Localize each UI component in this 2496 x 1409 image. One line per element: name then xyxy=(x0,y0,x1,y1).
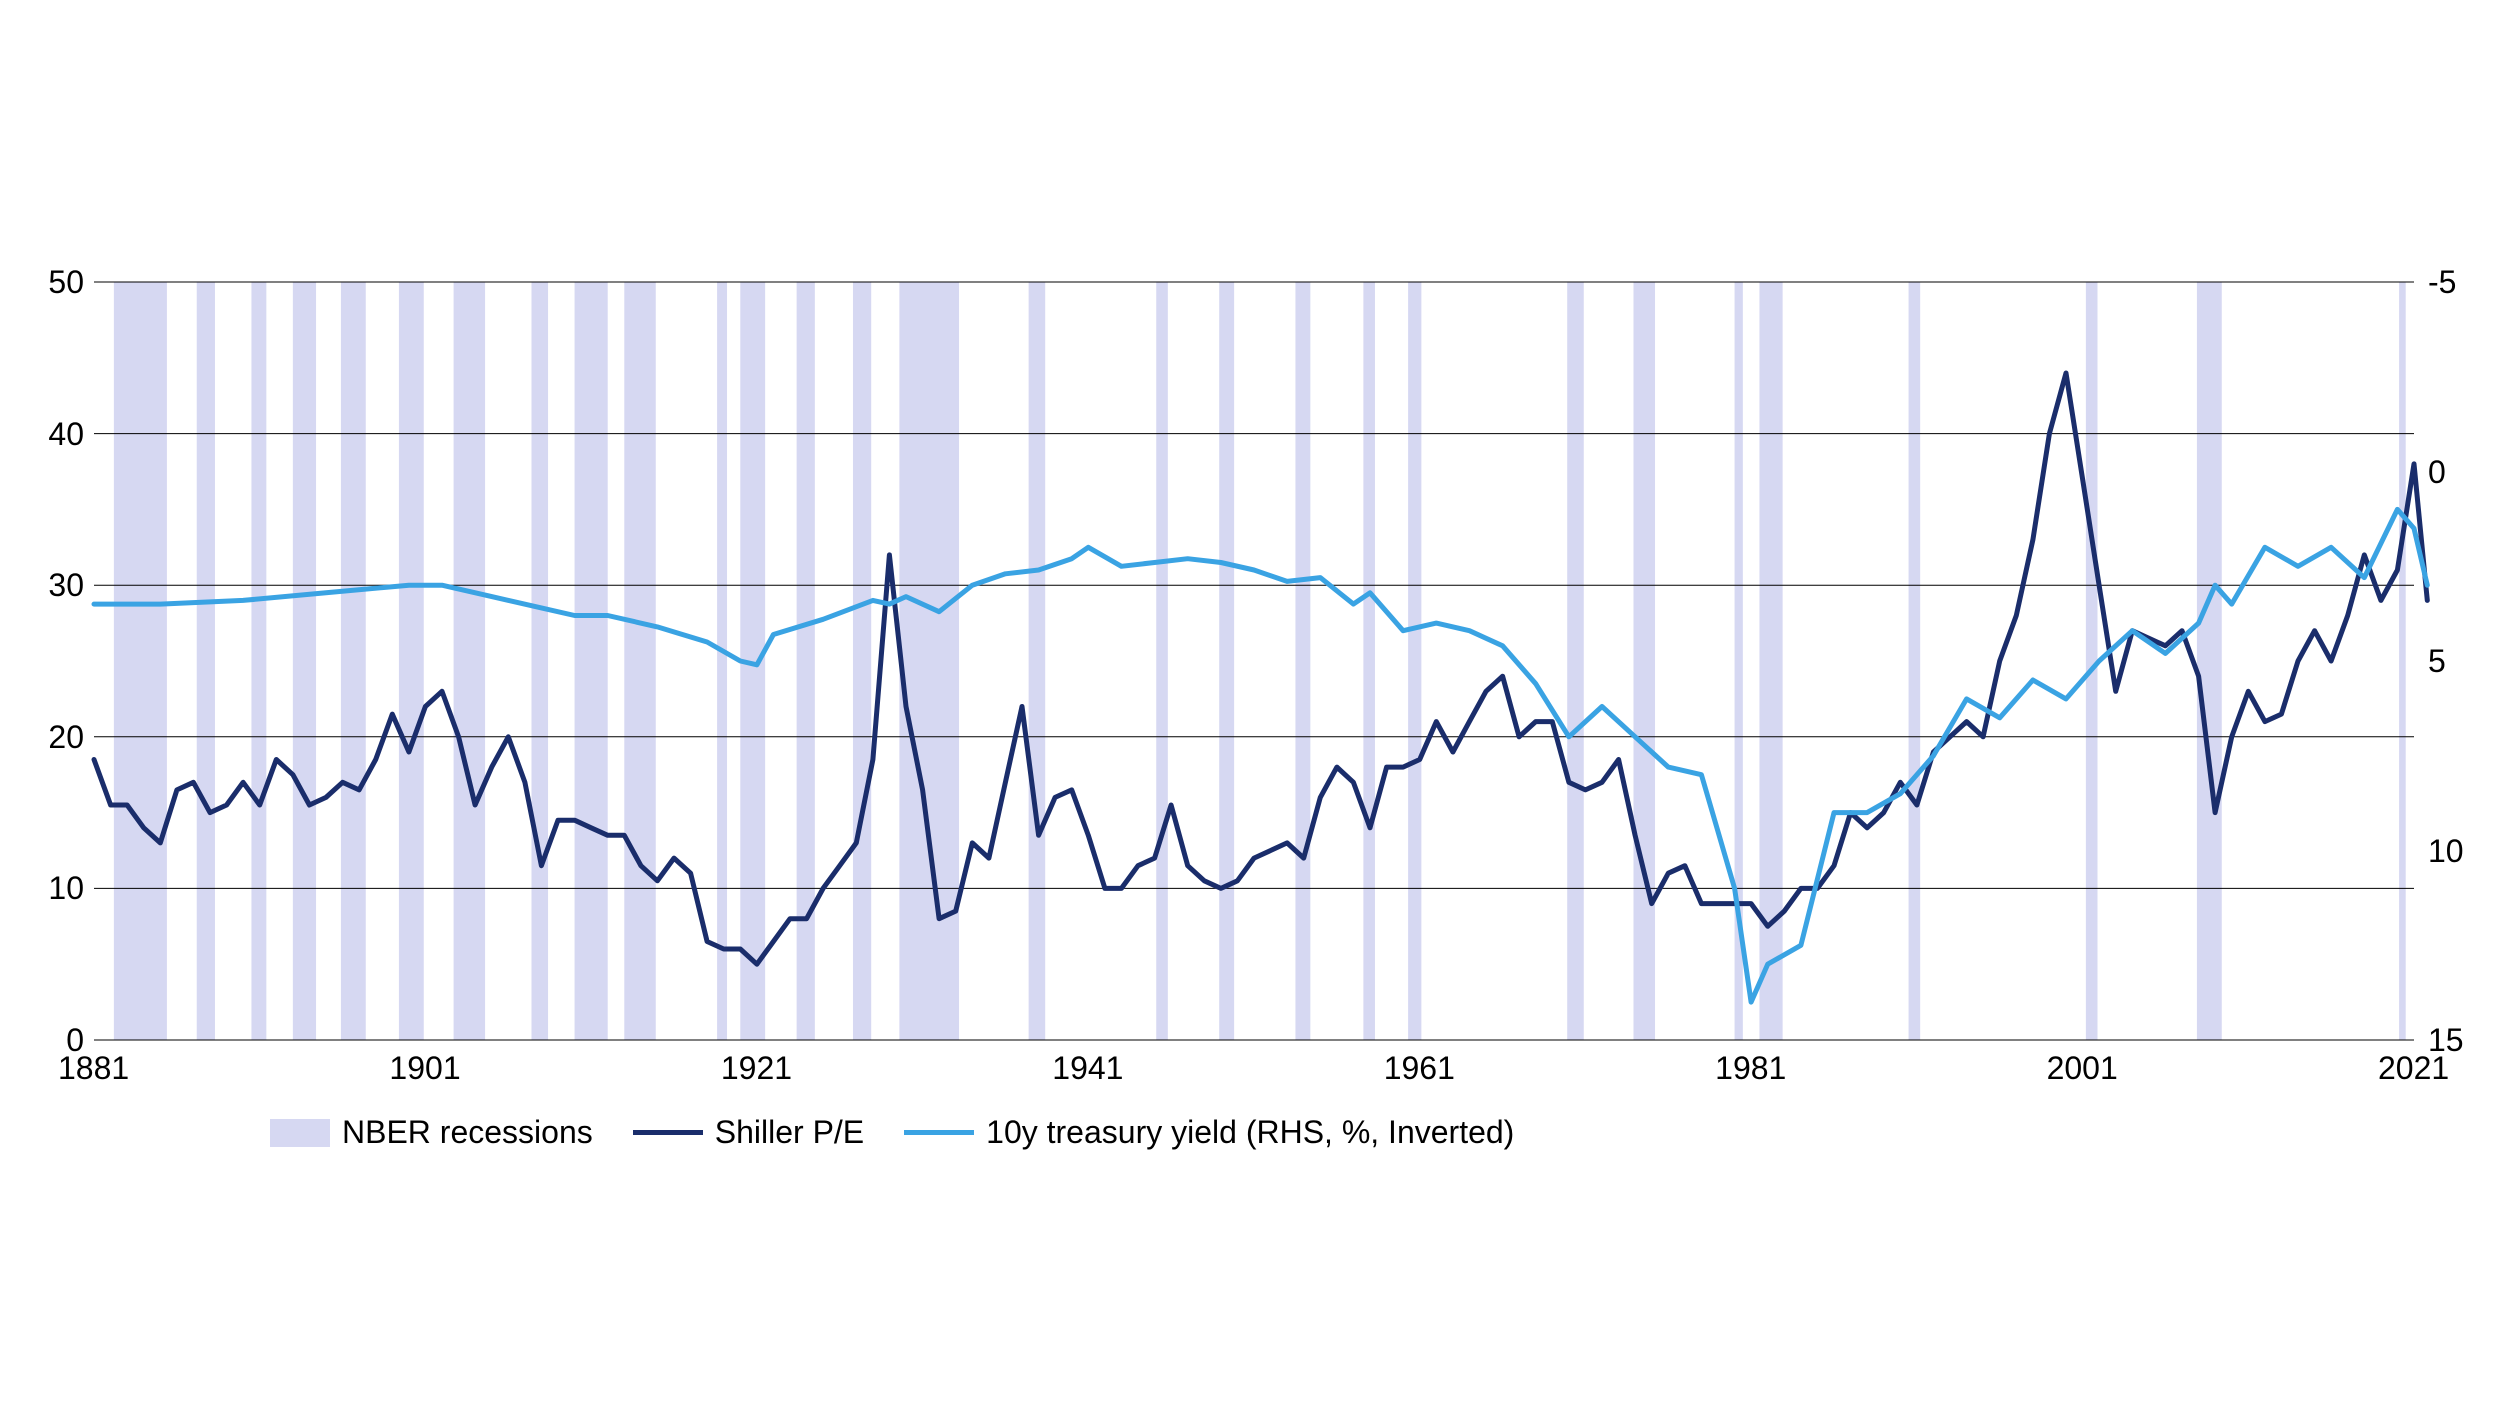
recession-band xyxy=(531,282,548,1040)
y-left-tick-label: 10 xyxy=(48,870,84,907)
y-left-tick-label: 30 xyxy=(48,567,84,604)
recession-band xyxy=(293,282,316,1040)
recession-band xyxy=(1567,282,1584,1040)
legend: NBER recessions Shiller P/E 10y treasury y… xyxy=(270,1114,1514,1151)
recession-band xyxy=(1363,282,1375,1040)
recession-band xyxy=(2197,282,2222,1040)
recession-band xyxy=(1909,282,1921,1040)
recession-band xyxy=(2399,282,2406,1040)
recession-band xyxy=(899,282,959,1040)
recession-band xyxy=(341,282,366,1040)
y-left-tick-label: 50 xyxy=(48,264,84,301)
legend-item: NBER recessions xyxy=(270,1114,593,1151)
y-left-tick-label: 40 xyxy=(48,416,84,453)
x-tick-label: 1981 xyxy=(1715,1050,1786,1087)
recession-band xyxy=(2086,282,2098,1040)
recession-band xyxy=(197,282,215,1040)
x-tick-label: 1921 xyxy=(721,1050,792,1087)
chart-svg xyxy=(0,0,2496,1404)
recession-band xyxy=(454,282,485,1040)
x-tick-label: 2021 xyxy=(2378,1050,2449,1087)
recession-band xyxy=(624,282,655,1040)
legend-item: 10y treasury yield (RHS, %, Inverted) xyxy=(904,1114,1514,1151)
recession-band xyxy=(1408,282,1421,1040)
legend-swatch xyxy=(633,1130,703,1135)
series-line xyxy=(94,373,2427,964)
y-right-tick-label: 10 xyxy=(2428,833,2464,870)
recession-band xyxy=(251,282,266,1040)
x-tick-label: 1881 xyxy=(58,1050,129,1087)
series-line xyxy=(94,509,2427,1002)
recession-band xyxy=(853,282,871,1040)
legend-label: Shiller P/E xyxy=(715,1114,864,1151)
recession-band xyxy=(1219,282,1234,1040)
y-right-tick-label: -5 xyxy=(2428,264,2456,301)
recession-band xyxy=(575,282,608,1040)
y-left-tick-label: 20 xyxy=(48,719,84,756)
legend-label: NBER recessions xyxy=(342,1114,593,1151)
legend-label: 10y treasury yield (RHS, %, Inverted) xyxy=(986,1114,1514,1151)
legend-item: Shiller P/E xyxy=(633,1114,864,1151)
y-right-tick-label: 5 xyxy=(2428,643,2446,680)
y-right-tick-label: 0 xyxy=(2428,454,2446,491)
recession-band xyxy=(399,282,424,1040)
recession-band xyxy=(1295,282,1310,1040)
recession-band xyxy=(717,282,727,1040)
chart-container xyxy=(0,0,2496,1409)
x-tick-label: 2001 xyxy=(2047,1050,2118,1087)
x-tick-label: 1901 xyxy=(389,1050,460,1087)
recession-band xyxy=(797,282,815,1040)
recession-band xyxy=(1633,282,1655,1040)
x-tick-label: 1941 xyxy=(1052,1050,1123,1087)
recession-band xyxy=(1156,282,1168,1040)
recession-band xyxy=(114,282,167,1040)
x-tick-label: 1961 xyxy=(1384,1050,1455,1087)
legend-swatch xyxy=(270,1119,330,1147)
legend-swatch xyxy=(904,1130,974,1135)
recession-band xyxy=(1029,282,1046,1040)
